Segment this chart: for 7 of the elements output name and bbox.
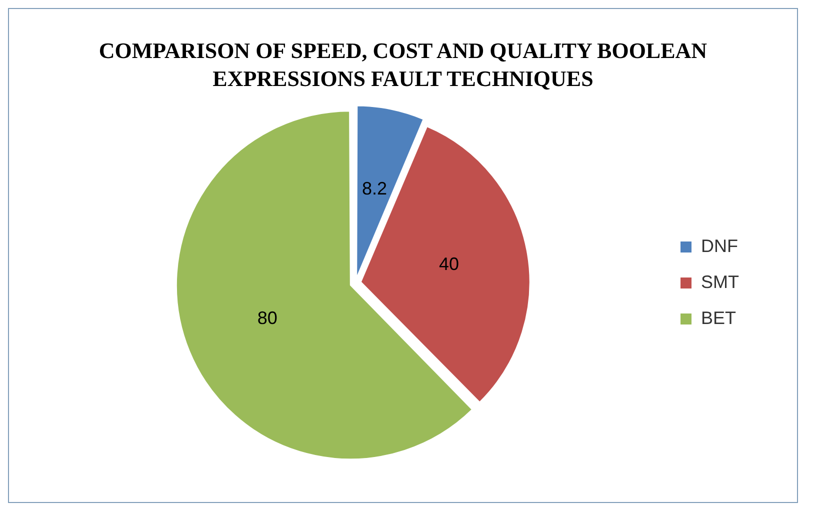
- data-label: 80: [257, 308, 278, 328]
- legend-label: DNF: [701, 236, 738, 256]
- legend-label: SMT: [701, 272, 740, 292]
- data-label: 8.2: [362, 178, 388, 199]
- chart-title: COMPARISON OF SPEED, COST AND QUALITY BOOLEAN EXPRESSIONS FAULT TECHNIQUES: [98, 37, 708, 93]
- legend-label: BET: [701, 308, 736, 328]
- data-label: 40: [439, 254, 460, 274]
